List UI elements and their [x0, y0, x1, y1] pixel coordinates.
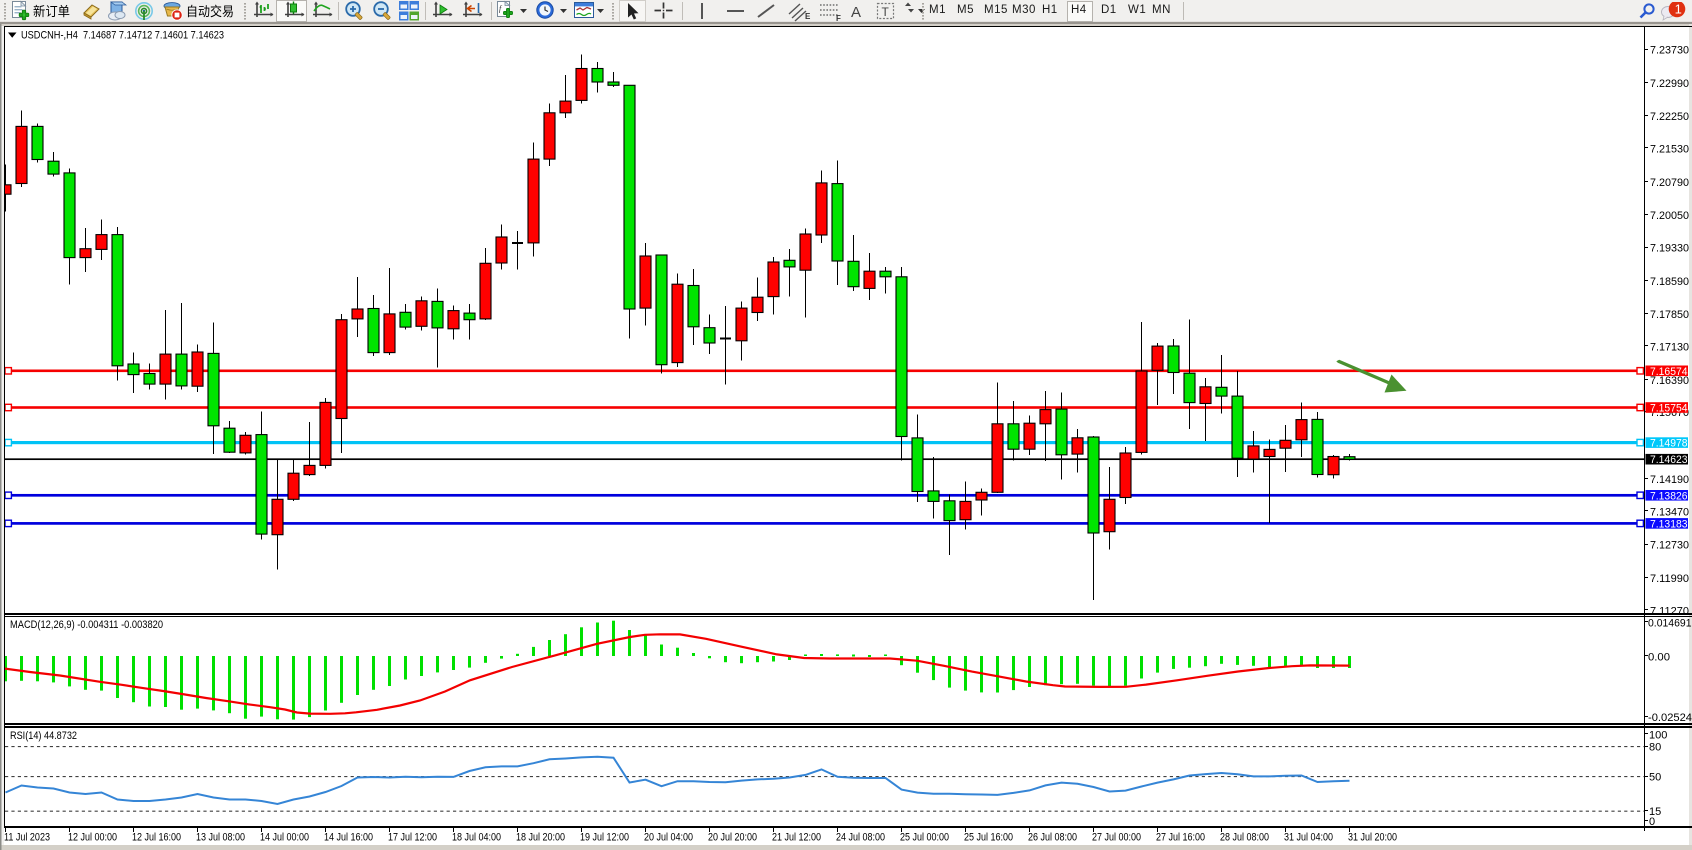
svg-text:新订单: 新订单	[33, 4, 70, 19]
svg-text:7.11270: 7.11270	[1650, 605, 1689, 617]
svg-text:24 Jul 08:00: 24 Jul 08:00	[836, 832, 885, 844]
svg-text:7.17130: 7.17130	[1650, 342, 1689, 354]
svg-text:28 Jul 08:00: 28 Jul 08:00	[1220, 832, 1269, 844]
svg-text:7.13470: 7.13470	[1650, 506, 1689, 518]
svg-text:T: T	[882, 5, 890, 19]
svg-text:13 Jul 08:00: 13 Jul 08:00	[196, 832, 245, 844]
svg-text:7.14978: 7.14978	[1650, 438, 1688, 450]
svg-text:7.16574: 7.16574	[1650, 366, 1688, 378]
svg-text:f: f	[499, 4, 503, 13]
svg-text:12 Jul 16:00: 12 Jul 16:00	[132, 832, 181, 844]
svg-text:7.13826: 7.13826	[1650, 490, 1688, 502]
svg-text:14 Jul 16:00: 14 Jul 16:00	[324, 832, 373, 844]
svg-text:7.18590: 7.18590	[1650, 276, 1689, 288]
svg-text:31 Jul 20:00: 31 Jul 20:00	[1348, 832, 1397, 844]
svg-text:18 Jul 20:00: 18 Jul 20:00	[516, 832, 565, 844]
svg-text:50: 50	[1649, 772, 1661, 784]
svg-text:-0.02524: -0.02524	[1648, 712, 1692, 724]
svg-text:12 Jul 00:00: 12 Jul 00:00	[68, 832, 117, 844]
svg-text:14 Jul 00:00: 14 Jul 00:00	[260, 832, 309, 844]
svg-text:E: E	[805, 12, 811, 21]
svg-text:25 Jul 16:00: 25 Jul 16:00	[964, 832, 1013, 844]
svg-text:F: F	[836, 14, 841, 22]
svg-text:7.22990: 7.22990	[1650, 78, 1689, 90]
svg-text:7.20790: 7.20790	[1650, 177, 1689, 189]
svg-text:18 Jul 04:00: 18 Jul 04:00	[452, 832, 501, 844]
svg-text:31 Jul 04:00: 31 Jul 04:00	[1284, 832, 1333, 844]
svg-text:7.12730: 7.12730	[1650, 540, 1689, 552]
svg-text:0: 0	[1649, 816, 1655, 828]
svg-text:15: 15	[1649, 806, 1661, 818]
svg-text:7.22250: 7.22250	[1650, 111, 1689, 123]
svg-text:7.23730: 7.23730	[1650, 45, 1689, 57]
svg-text:7.15754: 7.15754	[1650, 403, 1688, 415]
svg-text:7.17850: 7.17850	[1650, 309, 1689, 321]
svg-text:USDCNH-,H4 7.14687 7.14712 7.: USDCNH-,H4 7.14687 7.14712 7.14601 7.146…	[21, 30, 224, 42]
svg-text:0.014691: 0.014691	[1648, 618, 1692, 630]
svg-text:7.14190: 7.14190	[1650, 474, 1689, 486]
svg-text:7.14623: 7.14623	[1650, 454, 1688, 466]
svg-text:7.13183: 7.13183	[1650, 518, 1688, 530]
svg-text:7.11990: 7.11990	[1650, 573, 1689, 585]
svg-text:27 Jul 00:00: 27 Jul 00:00	[1092, 832, 1141, 844]
svg-text:19 Jul 12:00: 19 Jul 12:00	[580, 832, 629, 844]
svg-text:1: 1	[1675, 2, 1682, 17]
svg-text:7.16390: 7.16390	[1650, 375, 1689, 387]
svg-text:17 Jul 12:00: 17 Jul 12:00	[388, 832, 437, 844]
svg-text:26 Jul 08:00: 26 Jul 08:00	[1028, 832, 1077, 844]
svg-text:7.20050: 7.20050	[1650, 210, 1689, 222]
svg-text:21 Jul 12:00: 21 Jul 12:00	[772, 832, 821, 844]
svg-text:自动交易: 自动交易	[186, 4, 234, 19]
svg-text:80: 80	[1649, 742, 1661, 754]
svg-text:MACD(12,26,9) -0.004311 -0.003: MACD(12,26,9) -0.004311 -0.003820	[10, 619, 163, 631]
svg-text:25 Jul 00:00: 25 Jul 00:00	[900, 832, 949, 844]
svg-text:11 Jul 2023: 11 Jul 2023	[4, 832, 50, 844]
svg-text:100: 100	[1649, 730, 1667, 742]
svg-text:27 Jul 16:00: 27 Jul 16:00	[1156, 832, 1205, 844]
svg-text:7.19330: 7.19330	[1650, 243, 1689, 255]
svg-text:A: A	[851, 4, 861, 21]
svg-text:RSI(14) 44.8732: RSI(14) 44.8732	[10, 730, 77, 742]
svg-text:20 Jul 20:00: 20 Jul 20:00	[708, 832, 757, 844]
svg-text:20 Jul 04:00: 20 Jul 04:00	[644, 832, 693, 844]
svg-text:7.21530: 7.21530	[1650, 144, 1689, 156]
svg-text:0.00: 0.00	[1648, 651, 1670, 663]
